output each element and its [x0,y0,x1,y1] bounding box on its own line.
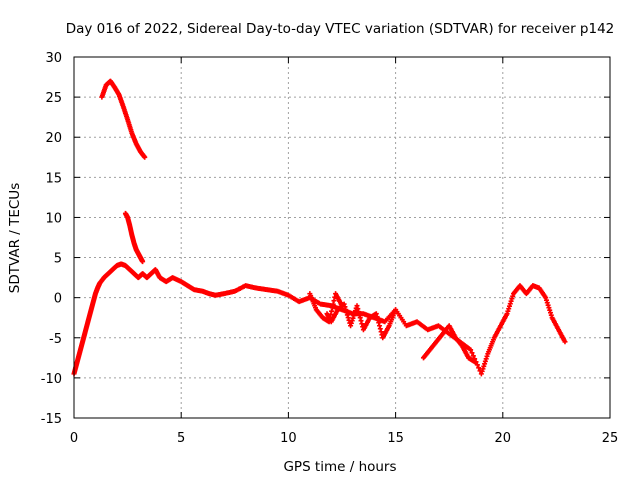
chart-title: Day 016 of 2022, Sidereal Day-to-day VTE… [66,21,615,37]
x-tick-label: 5 [177,431,185,446]
data-point [510,293,516,299]
data-point [377,326,383,332]
data-point [331,298,337,304]
y-tick-label: 20 [45,131,62,146]
data-point [482,358,488,364]
x-tick-label: 25 [602,431,619,446]
data-point [545,302,551,308]
data-point [352,310,358,316]
data-point [480,366,486,372]
data-point [355,306,361,312]
data-point [478,371,484,377]
data-point [482,361,488,367]
x-tick-label: 20 [495,431,512,446]
data-point [356,309,362,315]
data-point [344,312,350,318]
x-tick-label: 0 [70,431,78,446]
data-point [344,309,350,315]
data-point [375,317,381,323]
grid-lines [74,57,610,418]
y-tick-label: 25 [45,91,62,106]
data-point [548,312,554,318]
data-point [476,365,482,371]
data-point [343,306,349,312]
y-tick-label: 5 [54,252,62,267]
y-tick-label: -10 [41,372,62,387]
data-point [547,307,553,313]
data-point [140,259,146,265]
data-point [378,329,384,335]
data-point [543,295,549,301]
y-tick-label: -15 [41,412,62,427]
series-segment-2 [122,210,146,265]
data-point [472,359,478,365]
data-point [349,318,355,324]
data-point [374,314,380,320]
data-point [348,320,354,326]
plot-frame [73,56,611,419]
data-point [329,308,335,314]
data-point [373,311,379,317]
series-segment-6 [307,291,345,325]
data-point [504,311,510,317]
data-point [326,319,332,325]
y-tick-label: 15 [45,171,62,186]
data-point [509,296,515,302]
data-point [350,315,356,321]
data-point [329,305,335,311]
axis-ticks [73,56,611,419]
series-segment-4 [324,301,399,341]
y-tick-label: 10 [45,211,62,226]
data-point [543,297,549,303]
data-point [484,353,490,359]
data-point [505,308,511,314]
y-tick-label: 30 [45,51,62,66]
data-point [562,339,568,345]
data-point [351,313,357,319]
series-segment-5 [420,323,478,365]
data-point [506,306,512,312]
data-point [470,353,476,359]
data-point [327,315,333,321]
data-point [508,298,514,304]
x-tick-label: 10 [280,431,297,446]
data-point [328,312,334,318]
data-point [359,321,365,327]
x-tick-label: 15 [387,431,404,446]
data-point [354,303,360,309]
data-point [393,307,399,313]
data-point [357,315,363,321]
data-point [548,310,554,316]
data-point [474,362,480,368]
x-axis-label: GPS time / hours [283,459,396,475]
data-point [348,323,354,329]
series-segment-1 [99,78,148,160]
data-point [339,303,345,309]
data-point [468,347,474,353]
data-point [142,154,148,160]
data-point [358,318,364,324]
y-axis-label: SDTVAR / TECUs [7,183,23,293]
data-point [377,323,383,329]
data-point [483,356,489,362]
data-point [507,301,513,307]
y-tick-label: 0 [54,292,62,307]
data-point [507,303,512,309]
data-point [356,312,362,318]
data-point [544,300,550,306]
data-point [479,368,485,374]
data-point [376,320,382,326]
data-point [330,301,336,307]
data-point [342,304,348,310]
y-tick-label: -5 [49,332,62,347]
series-segment-3 [71,261,568,377]
tick-labels: 0 5 10 15 20 25 -15 -10 -5 0 5 10 15 20 25 30 [41,51,619,446]
data-point [546,305,552,311]
data-point [481,363,487,369]
data-point [469,350,475,356]
data-point [345,315,351,321]
data-points [71,78,568,377]
